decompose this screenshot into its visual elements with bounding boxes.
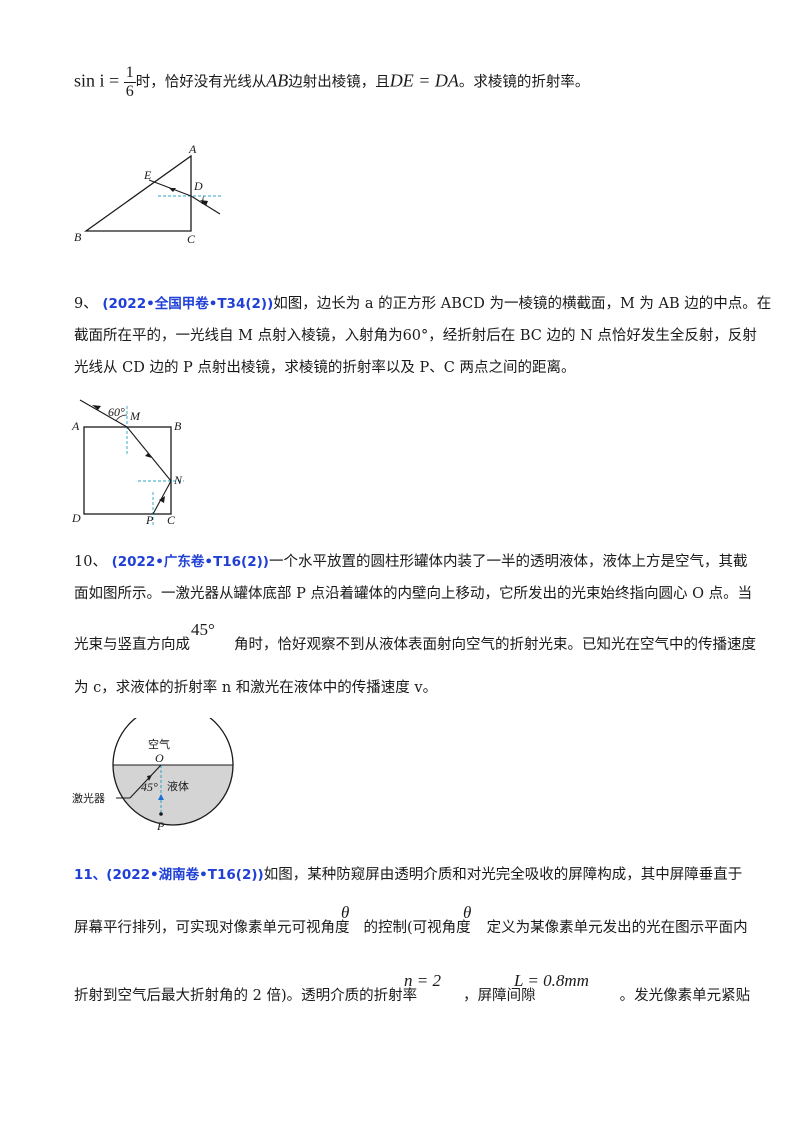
p10-text-line3a: 光束与竖直方向成 (74, 637, 190, 653)
p8-text3: 。求棱镜的折射率。 (458, 74, 590, 91)
square-prism-figure: 60° M A B N D P C (71, 399, 184, 527)
sin-i-lhs: sin i = (74, 70, 120, 91)
p10-text-line1: 一个水平放置的圆柱形罐体内装了一半的透明液体，液体上方是空气，其截 (268, 554, 748, 570)
p9-text-line1: 如图，边长为 a 的正方形 ABCD 为一棱镜的横截面，M 为 AB 边的中点。… (273, 296, 772, 312)
label-a: A (71, 419, 80, 433)
angle-arc (115, 414, 128, 422)
p10-line4: 为 c，求液体的折射率 n 和激光在液体中的传播速度 v。 (74, 680, 438, 696)
cylinder-tank-figure: 空气 O 液体 45° 激光器 P (72, 718, 234, 833)
p11-theta-1: θ (341, 903, 350, 922)
p9-number: 9、 (74, 296, 98, 312)
ray-incident-m (79, 399, 128, 428)
label-n: N (173, 473, 183, 487)
label-c: C (167, 513, 176, 527)
label-air: 空气 (148, 737, 170, 751)
frac-denominator: 6 (125, 83, 134, 100)
label-a: A (188, 142, 197, 156)
p9-source-tag: (2022•全国甲卷•T34(2)) (102, 296, 274, 312)
arrow-np-icon (159, 496, 165, 503)
p9-line1: 9、 (2022•全国甲卷•T34(2))如图，边长为 a 的正方形 ABCD … (74, 293, 771, 315)
incident-arrow-icon (200, 200, 208, 206)
prism-triangle-figure: A E D i B C (74, 142, 222, 245)
p10-line2: 面如图所示。一激光器从罐体底部 P 点沿着罐体的内壁向上移动，它所发出的光束始终… (74, 586, 753, 602)
point-p (159, 812, 163, 816)
p10-number: 10、 (74, 554, 107, 570)
p11-text-line3b: ，屏障间隙 (463, 988, 536, 1004)
p9-line3: 光线从 CD 边的 P 点射出棱镜，求棱镜的折射率以及 P、C 两点之间的距离。 (74, 360, 576, 376)
p10-source-tag: (2022•广东卷•T16(2)) (111, 554, 269, 570)
p10-text-line3b: 角时，恰好观察不到从液体表面射向空气的折射光束。已知光在空气中的传播速度 (234, 637, 756, 653)
label-c: C (187, 232, 196, 245)
p11-text-line3c: 。发光像素单元紧贴 (619, 988, 751, 1004)
label-b: B (74, 230, 82, 244)
p9-line2: 截面所在平的，一光线自 M 点射入棱镜，入射角为60°，经折射后在 BC 边的 … (74, 328, 757, 344)
p11-n-eq: n = 2 (404, 971, 441, 990)
label-p: P (145, 513, 154, 527)
label-e: E (143, 168, 152, 182)
label-laser: 激光器 (72, 791, 105, 805)
p10-line3: 光束与竖直方向成 角时，恰好观察不到从液体表面射向空气的折射光束。已知光在空气中的… (74, 634, 756, 656)
p10-line1: 10、 (2022•广东卷•T16(2))一个水平放置的圆柱形罐体内装了一半的透… (74, 551, 747, 573)
liquid-region (113, 765, 233, 825)
label-liquid: 液体 (167, 779, 189, 793)
laser-beam (129, 764, 162, 799)
arrow-incident-icon (92, 405, 101, 410)
refracted-arrow-icon (169, 188, 176, 192)
p11-source-tag: (2022•湖南卷•T16(2)) (106, 867, 264, 883)
p11-text-line2a: 屏幕平行排列，可实现对像素单元可视角度 (74, 920, 350, 936)
label-b: B (174, 419, 182, 433)
frac-numerator: 1 (123, 64, 136, 83)
p11-text-line3a: 折射到空气后最大折射角的 2 倍)。透明介质的折射率 (74, 988, 418, 1004)
label-o: O (155, 751, 164, 765)
p10-angle-45: 45° (191, 620, 215, 639)
label-45deg: 45° (141, 780, 158, 794)
triangle-prism (83, 154, 192, 232)
p11-line3: 折射到空气后最大折射角的 2 倍)。透明介质的折射率 ，屏障间隙 。发光像素单元紧贴 (74, 985, 750, 1007)
p11-theta-2: θ (463, 903, 472, 922)
label-d: D (71, 511, 81, 525)
p11-text-line1: 如图，某种防窥屏由透明介质和对光完全吸收的屏障构成，其中屏障垂直于 (263, 867, 743, 883)
p8-condition-line: sin i = 1 6 时，恰好没有光线从AB边射出棱镜，且DE = DA。求棱… (74, 64, 589, 101)
p8-text2: 边射出棱镜，且 (288, 74, 390, 91)
p8-de-eq-da: DE = DA (389, 70, 459, 91)
p11-line1: 11、(2022•湖南卷•T16(2))如图，某种防窥屏由透明介质和对光完全吸收… (74, 864, 742, 886)
beam-arrow-icon (147, 775, 152, 781)
ray-m-to-n (126, 426, 172, 482)
square-abcd (83, 426, 172, 515)
up-arrow-icon (158, 794, 164, 800)
p11-text-line2c: 定义为某像素单元发出的光在图示平面内 (486, 920, 748, 936)
ray-n-to-p (152, 480, 172, 515)
label-i: i (201, 193, 204, 207)
p8-text1: 时，恰好没有光线从 (135, 74, 267, 91)
arrow-mn-icon (145, 453, 152, 458)
p11-text-line2b: 的控制(可视角度 (363, 920, 471, 936)
p8-ab: AB (266, 70, 289, 91)
label-60deg: 60° (108, 405, 125, 419)
label-d: D (193, 179, 203, 193)
fraction-one-sixth: 1 6 (123, 64, 136, 101)
p11-line2: 屏幕平行排列，可实现对像素单元可视角度 的控制(可视角度 定义为某像素单元发出的光在… (74, 917, 748, 939)
p11-number: 11、 (74, 867, 107, 883)
label-p: P (156, 819, 165, 833)
p11-l-eq: L = 0.8mm (514, 971, 589, 990)
label-m: M (129, 409, 141, 423)
